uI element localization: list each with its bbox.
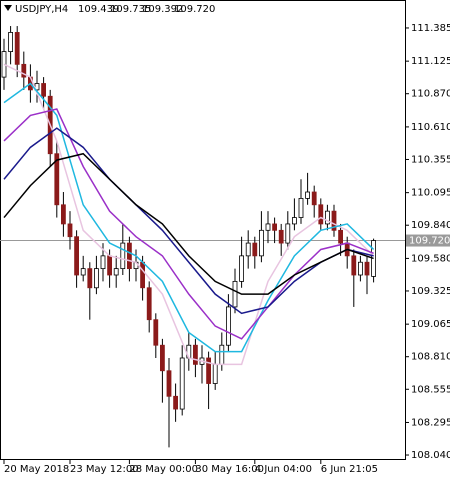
candle-body (113, 268, 119, 276)
candle-body (318, 204, 324, 225)
y-tick-label: 108.040 (411, 450, 450, 461)
candle-body (351, 255, 357, 276)
low-label: 109.392 (142, 4, 183, 15)
close-label: 109.720 (174, 4, 215, 15)
candle-body (120, 242, 126, 270)
candle-body (239, 255, 245, 282)
x-tick-label: 4 Jun 04:00 (255, 464, 312, 475)
last-price-box (406, 234, 450, 247)
y-tick-label: 109.325 (411, 286, 450, 297)
candle-body (179, 357, 185, 410)
candle-body (127, 242, 132, 270)
y-tick-label: 109.065 (411, 319, 450, 330)
candle-body (272, 223, 278, 231)
x-tick-label: 28 May 00:00 (129, 464, 198, 475)
candle-body (311, 191, 317, 206)
candle-body (357, 261, 363, 276)
candle-body (252, 242, 258, 257)
candle-body (285, 223, 291, 244)
candle-body (338, 229, 344, 244)
candle-body (324, 210, 330, 225)
candle-body (80, 268, 86, 276)
open-label: 109.439 (78, 4, 119, 15)
candle-body (173, 395, 179, 410)
x-tick-label: 30 May 16:00 (195, 464, 264, 475)
candle-body (166, 370, 172, 397)
candle-body (74, 236, 79, 276)
candle-body (107, 255, 112, 276)
x-tick-label: 20 May 2018 (4, 464, 69, 475)
candle-body (258, 229, 264, 257)
candle-body (298, 198, 304, 218)
x-tick-label: 6 Jun 21:05 (321, 464, 378, 475)
candle-body (331, 210, 337, 231)
candle-body (21, 63, 27, 78)
candle-body (61, 204, 66, 225)
candle-body (291, 217, 297, 225)
y-tick-label: 110.610 (411, 122, 450, 133)
candle-body (54, 153, 60, 206)
candle-body (1, 51, 7, 78)
candle-body (146, 287, 152, 321)
candle-body (265, 223, 271, 231)
candle-body (278, 229, 284, 244)
candle-body (94, 268, 99, 289)
plot-frame (0, 0, 406, 460)
candle-body (67, 223, 73, 238)
moving-average-line (3, 82, 375, 353)
y-tick-label: 110.355 (411, 154, 450, 165)
moving-average-line (3, 108, 374, 340)
candle-body (225, 306, 231, 346)
high-label: 109.735 (110, 4, 151, 15)
y-tick-label: 108.555 (411, 384, 450, 395)
y-tick-label: 110.095 (411, 188, 450, 199)
candle-body (14, 32, 20, 65)
moving-average-line (3, 127, 374, 315)
candle-body (41, 83, 46, 97)
candle-body (212, 363, 218, 384)
candle-body (140, 261, 146, 289)
candle-body (219, 344, 225, 365)
candle-body (305, 191, 311, 199)
y-tick-label: 110.870 (411, 89, 450, 100)
y-tick-label: 109.580 (411, 253, 450, 264)
candle-body (245, 242, 251, 257)
moving-average-line (3, 63, 375, 366)
last-price-label: 109.720 (409, 236, 450, 247)
y-tick-label: 111.125 (411, 56, 450, 67)
candle-body (192, 344, 198, 365)
menu-triangle (4, 5, 12, 11)
candle-body (8, 32, 14, 52)
candle-body (153, 319, 159, 346)
y-tick-label: 108.810 (411, 352, 450, 363)
x-tick-label: 23 May 12:00 (70, 464, 139, 475)
candle-body (100, 255, 106, 270)
y-tick-label: 108.295 (411, 417, 450, 428)
y-tick-label: 109.840 (411, 220, 450, 231)
moving-average-line (3, 152, 374, 295)
candle-body (87, 268, 93, 289)
symbol-label: USDJPY,H4 (15, 4, 68, 15)
candle-body (206, 357, 212, 384)
y-tick-label: 111.385 (411, 23, 450, 34)
candle-body (159, 344, 165, 372)
candle-body (232, 280, 238, 308)
candle-body (364, 261, 370, 276)
